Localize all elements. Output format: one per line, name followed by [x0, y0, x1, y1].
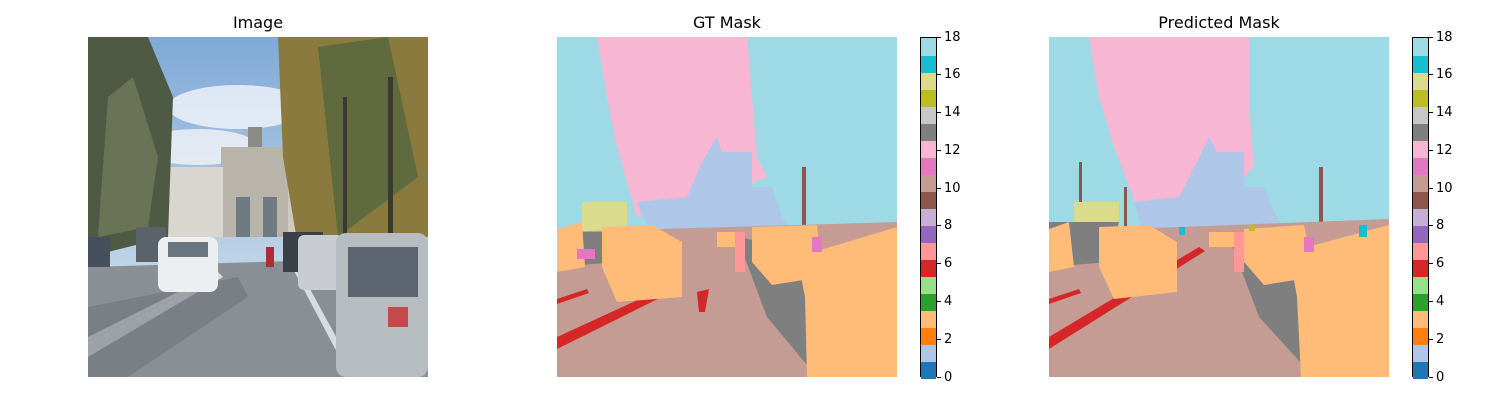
predicted-colorbar-tick-mark — [1429, 149, 1433, 151]
gt-colorbar-segment — [921, 123, 936, 141]
gt-colorbar-tick-mark — [937, 112, 941, 114]
predicted-mask-panel-title: Predicted Mask — [1158, 13, 1280, 32]
gt-colorbar-segment — [921, 191, 936, 209]
gt-colorbar-segment — [921, 242, 936, 260]
gt-colorbar — [920, 37, 937, 379]
gt-colorbar-segment — [921, 89, 936, 107]
predicted-colorbar-tick-label: 16 — [1436, 67, 1453, 83]
predicted-colorbar-tick-label: 0 — [1436, 369, 1445, 385]
predicted-colorbar-segment — [1413, 208, 1428, 226]
gt-colorbar-segment — [921, 106, 936, 124]
gt-colorbar-tick-mark — [937, 74, 941, 76]
predicted-colorbar-tick-mark — [1429, 338, 1433, 340]
predicted-colorbar-segment — [1413, 89, 1428, 107]
predicted-colorbar-segment — [1413, 38, 1428, 56]
predicted-colorbar-segment — [1413, 72, 1428, 90]
predicted-colorbar-tick-label: 18 — [1436, 29, 1453, 45]
predicted-colorbar-tick-mark — [1429, 36, 1433, 38]
predicted-colorbar-segment — [1413, 242, 1428, 260]
predicted-colorbar-tick-mark — [1429, 74, 1433, 76]
gt-colorbar-segment — [921, 344, 936, 362]
predicted-colorbar-segment — [1413, 344, 1428, 362]
gt-colorbar-segment — [921, 174, 936, 192]
predicted-colorbar-segment — [1413, 157, 1428, 175]
gt-colorbar-segment — [921, 208, 936, 226]
gt-colorbar-tick-label: 16 — [944, 67, 961, 83]
gt-mask-panel-title: GT Mask — [693, 13, 761, 32]
gt-colorbar-segment — [921, 276, 936, 294]
gt-colorbar-tick-label: 4 — [944, 293, 953, 309]
predicted-colorbar-tick-mark — [1429, 376, 1433, 378]
gt-colorbar-tick-mark — [937, 225, 941, 227]
gt-colorbar-tick-mark — [937, 36, 941, 38]
gt-colorbar-segment — [921, 225, 936, 243]
predicted-colorbar-segment — [1413, 191, 1428, 209]
gt-colorbar-segment — [921, 55, 936, 73]
predicted-colorbar-tick-label: 10 — [1436, 180, 1453, 196]
predicted-colorbar-segment — [1413, 361, 1428, 379]
predicted-colorbar-tick-label: 8 — [1436, 218, 1445, 234]
predicted-mask-image — [1049, 37, 1389, 377]
gt-mask-image — [557, 37, 897, 377]
image-panel-title: Image — [232, 13, 284, 32]
predicted-colorbar-segment — [1413, 123, 1428, 141]
gt-colorbar-tick-label: 2 — [944, 331, 953, 347]
predicted-colorbar-segment — [1413, 310, 1428, 328]
gt-colorbar-segment — [921, 310, 936, 328]
street-photo — [88, 37, 428, 377]
predicted-colorbar-tick-mark — [1429, 187, 1433, 189]
predicted-colorbar-segment — [1413, 327, 1428, 345]
predicted-colorbar-segment — [1413, 55, 1428, 73]
gt-colorbar-segment — [921, 259, 936, 277]
predicted-colorbar-tick-label: 2 — [1436, 331, 1445, 347]
gt-colorbar-tick-label: 14 — [944, 105, 961, 121]
predicted-colorbar-tick-mark — [1429, 112, 1433, 114]
predicted-colorbar-tick-label: 4 — [1436, 293, 1445, 309]
predicted-colorbar-tick-label: 14 — [1436, 105, 1453, 121]
predicted-colorbar-segment — [1413, 293, 1428, 311]
gt-colorbar-tick-label: 6 — [944, 256, 953, 272]
gt-colorbar-tick-mark — [937, 263, 941, 265]
predicted-colorbar-tick-mark — [1429, 300, 1433, 302]
gt-colorbar-tick-label: 12 — [944, 142, 961, 158]
gt-colorbar-tick-label: 18 — [944, 29, 961, 45]
gt-colorbar-tick-mark — [937, 376, 941, 378]
gt-colorbar-segment — [921, 327, 936, 345]
predicted-colorbar — [1412, 37, 1429, 379]
predicted-colorbar-segment — [1413, 174, 1428, 192]
gt-colorbar-tick-label: 10 — [944, 180, 961, 196]
predicted-colorbar-segment — [1413, 140, 1428, 158]
predicted-colorbar-tick-mark — [1429, 225, 1433, 227]
gt-colorbar-tick-mark — [937, 338, 941, 340]
gt-colorbar-tick-mark — [937, 300, 941, 302]
gt-colorbar-tick-mark — [937, 187, 941, 189]
predicted-colorbar-tick-mark — [1429, 263, 1433, 265]
gt-colorbar-segment — [921, 38, 936, 56]
gt-colorbar-tick-label: 0 — [944, 369, 953, 385]
predicted-colorbar-tick-label: 6 — [1436, 256, 1445, 272]
gt-colorbar-segment — [921, 361, 936, 379]
gt-colorbar-tick-mark — [937, 149, 941, 151]
gt-colorbar-tick-label: 8 — [944, 218, 953, 234]
predicted-colorbar-segment — [1413, 225, 1428, 243]
predicted-colorbar-segment — [1413, 276, 1428, 294]
gt-colorbar-segment — [921, 157, 936, 175]
gt-colorbar-segment — [921, 293, 936, 311]
predicted-colorbar-segment — [1413, 106, 1428, 124]
gt-colorbar-segment — [921, 140, 936, 158]
predicted-colorbar-segment — [1413, 259, 1428, 277]
predicted-colorbar-tick-label: 12 — [1436, 142, 1453, 158]
gt-colorbar-segment — [921, 72, 936, 90]
